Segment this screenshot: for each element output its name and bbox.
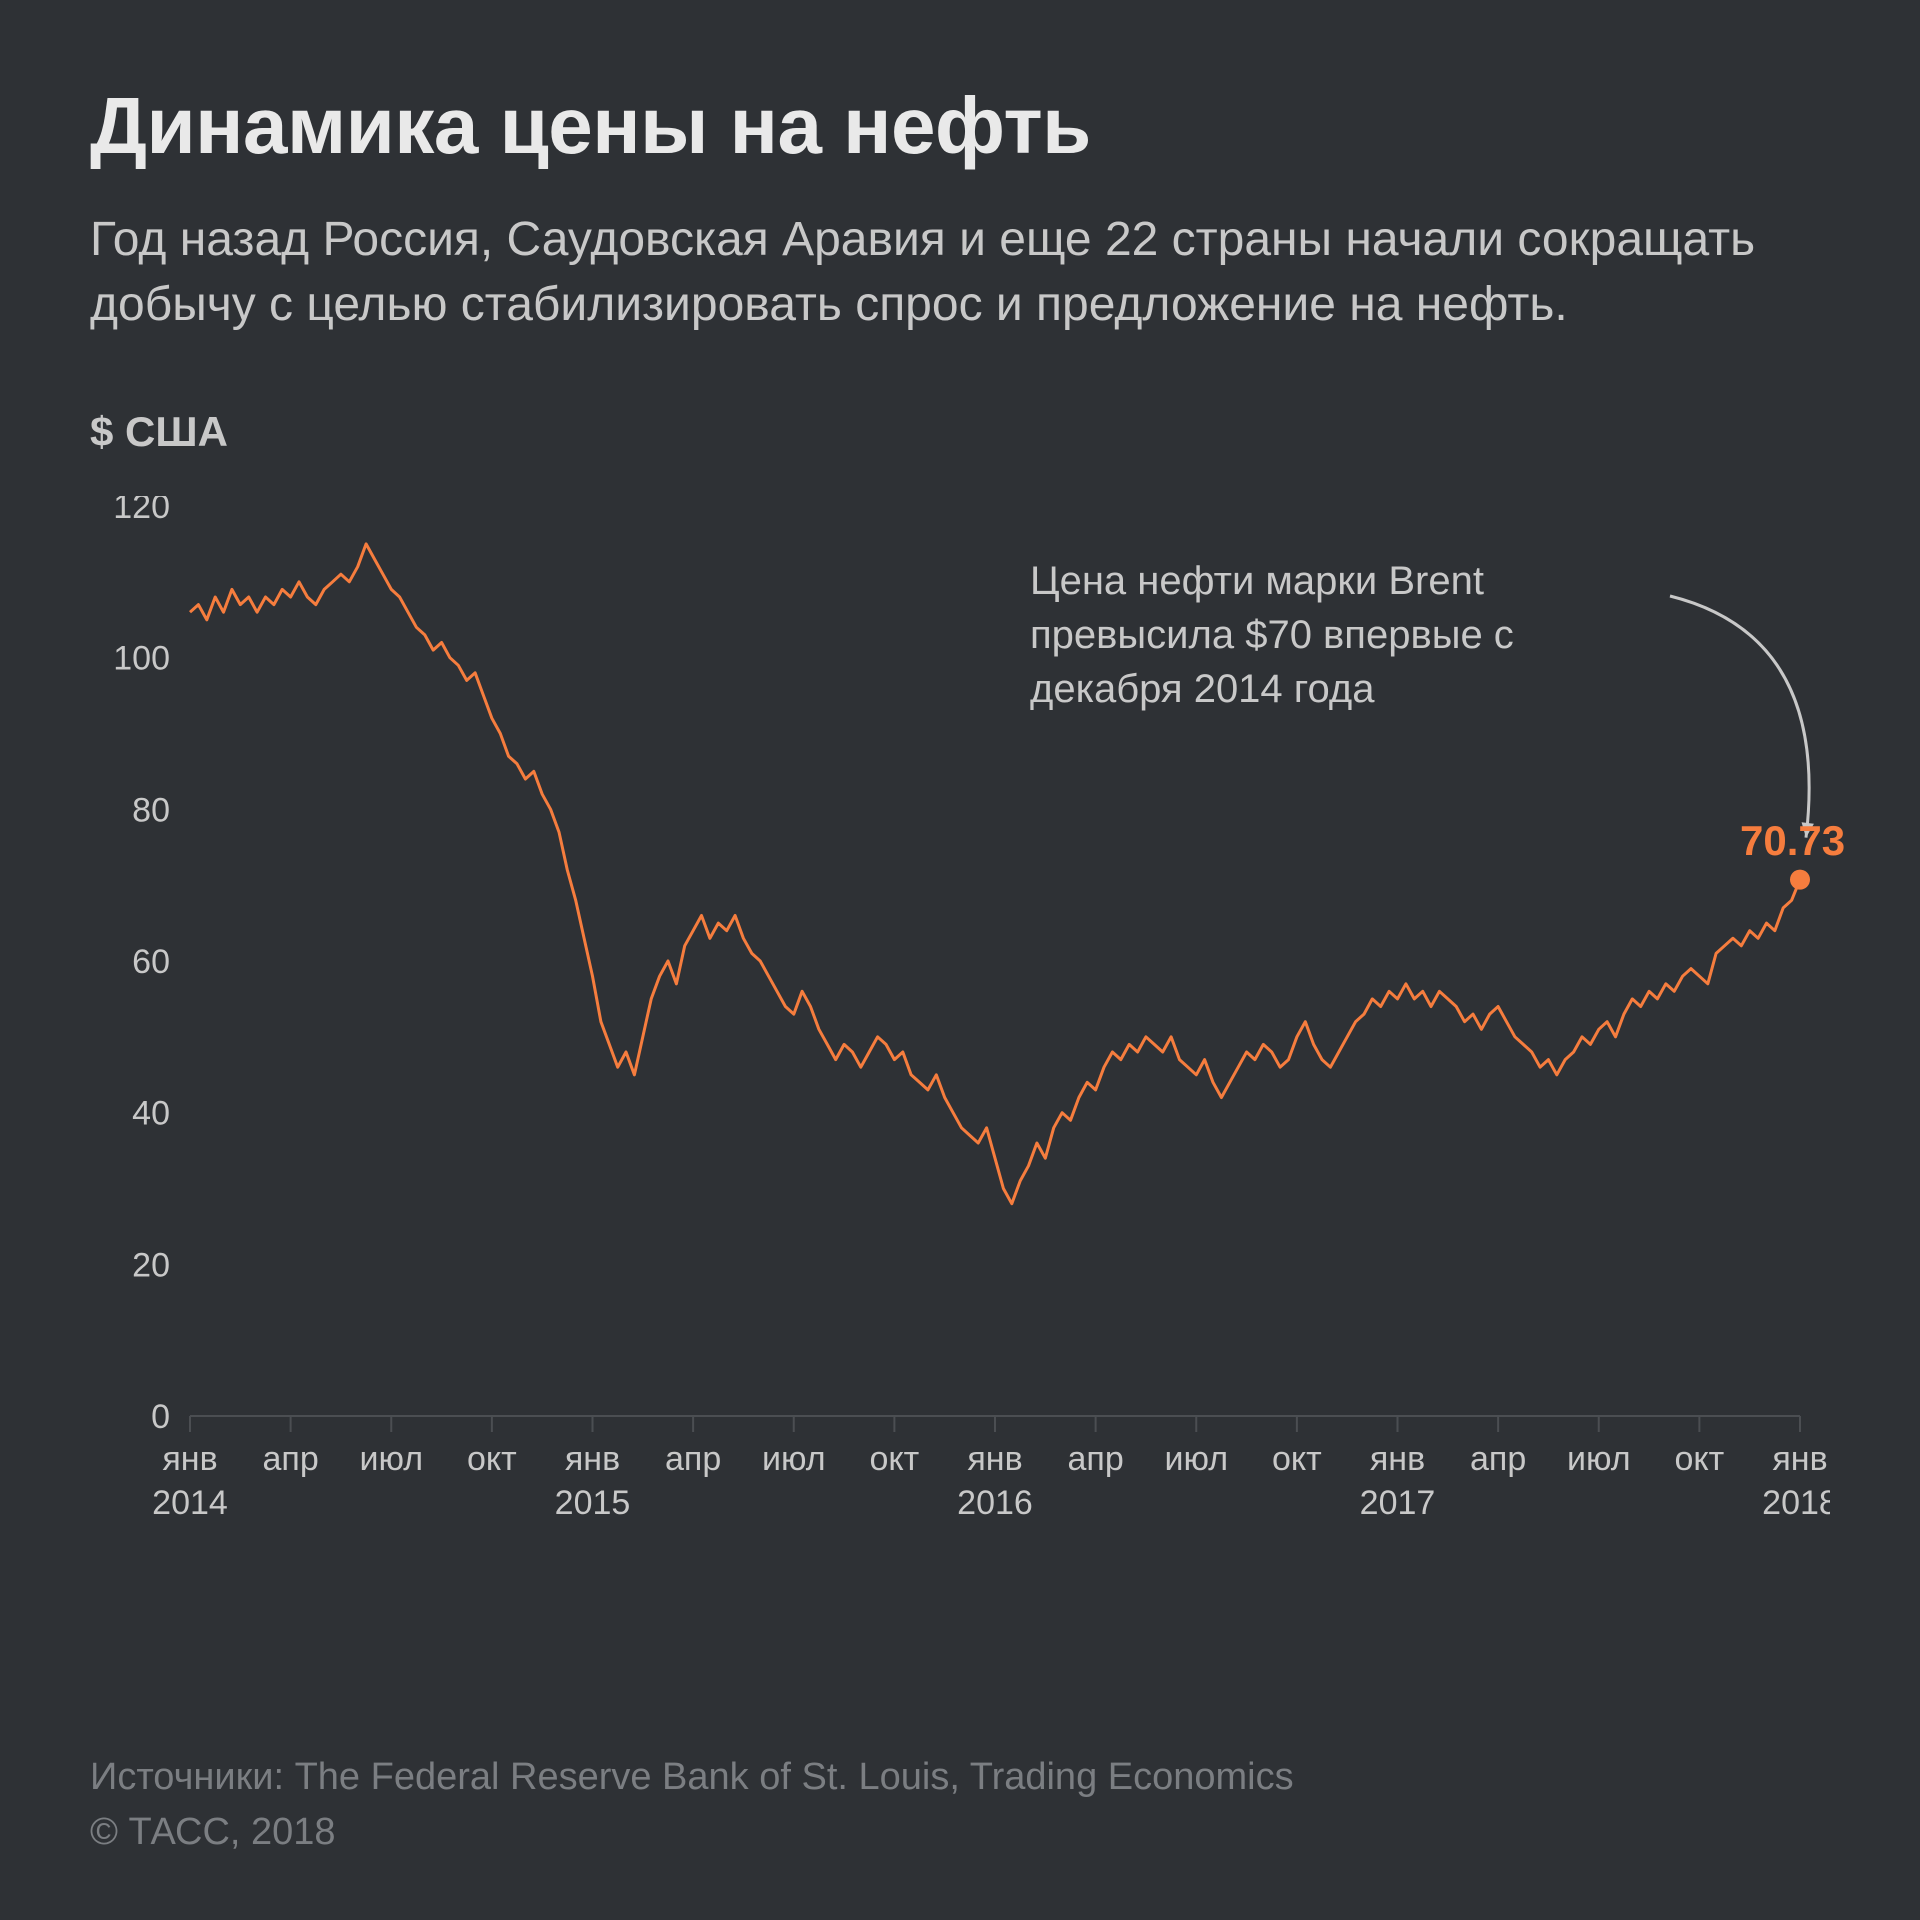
svg-text:2016: 2016: [957, 1484, 1033, 1522]
chart-subtitle: Год назад Россия, Саудовская Аравия и ещ…: [90, 208, 1790, 338]
svg-text:янв: янв: [1772, 1440, 1827, 1478]
svg-text:2014: 2014: [152, 1484, 228, 1522]
svg-text:2015: 2015: [555, 1484, 631, 1522]
svg-text:2017: 2017: [1360, 1484, 1436, 1522]
chart-annotation: Цена нефти марки Brent превысила $70 впе…: [1030, 554, 1670, 716]
svg-text:янв: янв: [162, 1440, 217, 1478]
svg-text:окт: окт: [870, 1440, 920, 1478]
svg-text:янв: янв: [565, 1440, 620, 1478]
svg-text:20: 20: [132, 1246, 170, 1284]
chart-title: Динамика цены на нефть: [90, 80, 1830, 172]
svg-text:0: 0: [151, 1398, 170, 1436]
svg-text:июл: июл: [1164, 1440, 1228, 1478]
footer-sources: Источники: The Federal Reserve Bank of S…: [90, 1750, 1830, 1805]
svg-text:апр: апр: [665, 1440, 721, 1478]
endpoint-value-label: 70.73: [1740, 817, 1845, 865]
svg-text:40: 40: [132, 1094, 170, 1132]
y-axis-label: $ США: [90, 408, 1830, 456]
chart-plot-area: 0 20 40 60 80 100 120 янв 2014 апр июл окт янв 2015 ап…: [90, 496, 1830, 1700]
footer-copyright: © ТАСС, 2018: [90, 1805, 1830, 1860]
svg-text:2018: 2018: [1762, 1484, 1830, 1522]
svg-text:120: 120: [113, 496, 170, 526]
svg-text:июл: июл: [1567, 1440, 1631, 1478]
svg-text:окт: окт: [1272, 1440, 1322, 1478]
svg-text:июл: июл: [359, 1440, 423, 1478]
svg-text:июл: июл: [762, 1440, 826, 1478]
svg-text:янв: янв: [1370, 1440, 1425, 1478]
svg-text:апр: апр: [263, 1440, 319, 1478]
svg-text:янв: янв: [967, 1440, 1022, 1478]
chart-footer: Источники: The Federal Reserve Bank of S…: [90, 1750, 1830, 1860]
svg-text:апр: апр: [1470, 1440, 1526, 1478]
chart-container: Динамика цены на нефть Год назад Россия,…: [0, 0, 1920, 1920]
svg-text:апр: апр: [1068, 1440, 1124, 1478]
svg-text:100: 100: [113, 639, 170, 677]
svg-text:окт: окт: [467, 1440, 517, 1478]
svg-text:60: 60: [132, 943, 170, 981]
svg-text:окт: окт: [1675, 1440, 1725, 1478]
svg-text:80: 80: [132, 791, 170, 829]
